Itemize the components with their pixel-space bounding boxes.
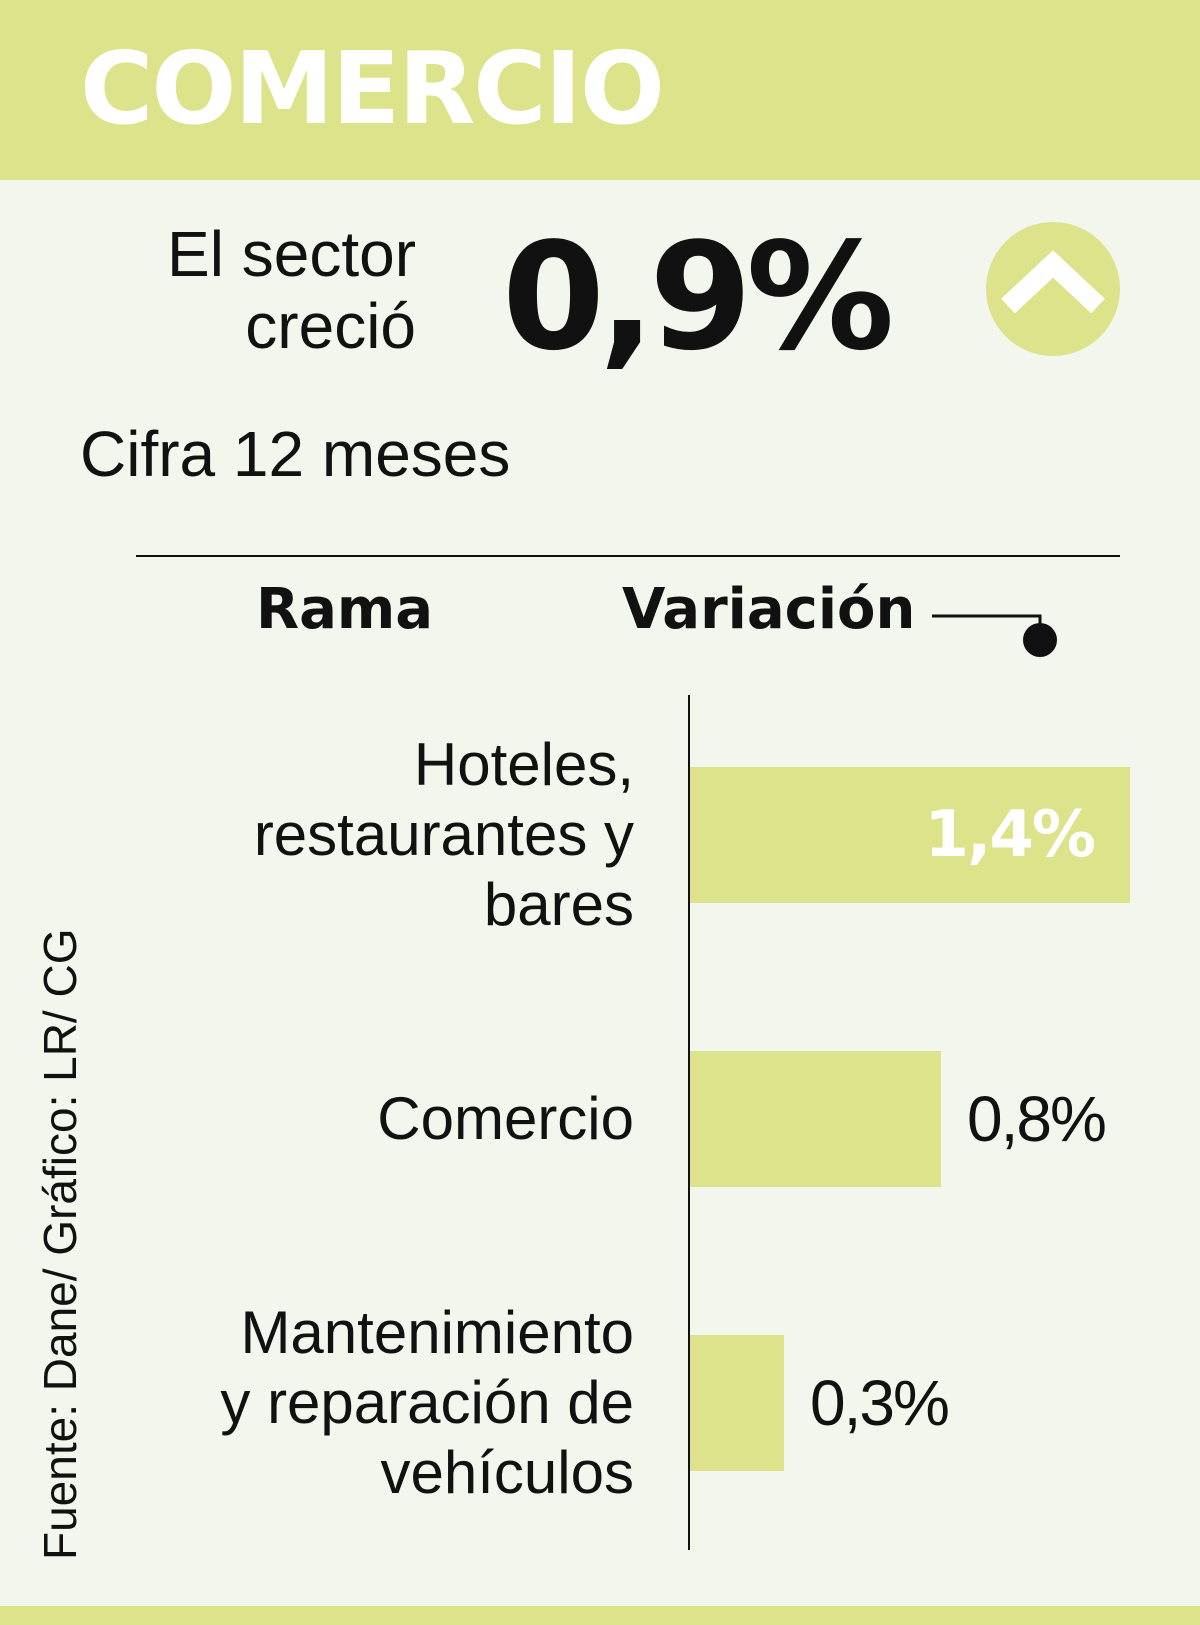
column-header-rama: Rama xyxy=(256,577,434,642)
source-note: Fuente: Dane/ Gráfico: LR/ CG xyxy=(34,928,86,1561)
category-label: Mantenimiento y reparación de vehículos xyxy=(220,1298,634,1508)
bar-1 xyxy=(690,767,1130,903)
category-label-line: y reparación de xyxy=(220,1369,634,1436)
category-label-line: Mantenimiento xyxy=(240,1299,634,1366)
category-label-line: Hoteles, xyxy=(413,731,634,798)
category-label-line: vehículos xyxy=(380,1439,634,1506)
category-label: Hoteles, restaurantes y bares xyxy=(254,730,634,940)
divider xyxy=(136,555,1120,557)
summary-value: 0,9% xyxy=(502,211,894,383)
page-title: COMERCIO xyxy=(80,30,665,147)
category-label-line: Comercio xyxy=(377,1085,634,1152)
category-label-line: bares xyxy=(483,871,634,938)
category-label: Comercio xyxy=(377,1084,634,1154)
summary-text-line2: creció xyxy=(245,290,416,362)
bar-value-label: 0,3% xyxy=(810,1367,950,1439)
chevron-up-icon xyxy=(986,222,1120,356)
bar-2 xyxy=(690,1051,941,1187)
bar-value-label: 1,4% xyxy=(924,798,1097,872)
connector-dot-icon xyxy=(932,614,1057,657)
bar-3 xyxy=(690,1335,784,1471)
category-label-line: restaurantes y xyxy=(253,801,634,868)
chart-axis xyxy=(688,695,690,1550)
period-label: Cifra 12 meses xyxy=(80,418,511,490)
summary-text-line1: El sector xyxy=(167,218,416,290)
summary-text: El sector creció xyxy=(167,218,416,362)
footer-band xyxy=(0,1606,1200,1625)
header-band: COMERCIO xyxy=(0,0,1200,180)
bar-value-label: 0,8% xyxy=(967,1083,1107,1155)
column-header-variacion: Variación xyxy=(622,577,916,642)
